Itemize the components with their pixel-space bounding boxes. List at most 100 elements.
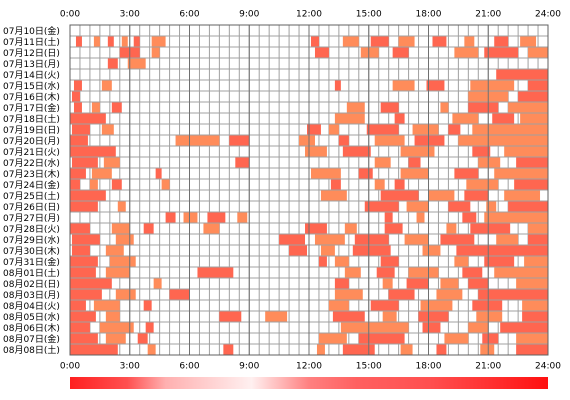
activity-span — [472, 146, 491, 157]
activity-span — [478, 289, 548, 300]
row-label: 07月14日(火) — [3, 70, 60, 81]
row-label: 07月29日(水) — [3, 234, 60, 246]
row-label: 08月02日(日) — [3, 279, 60, 290]
activity-span — [400, 168, 429, 179]
activity-span — [145, 322, 154, 333]
activity-span — [70, 311, 96, 322]
activity-span — [494, 168, 548, 179]
activity-span — [412, 124, 439, 135]
row-label: 08月01日(土) — [3, 267, 60, 279]
activity-span — [71, 91, 80, 102]
row-label: 07月20日(月) — [3, 136, 60, 147]
activity-span — [520, 113, 548, 124]
activity-span — [105, 311, 120, 322]
activity-span — [382, 278, 393, 289]
activity-span — [454, 47, 479, 58]
activity-span — [484, 256, 515, 267]
activity-span — [360, 47, 379, 58]
row-label: 07月25日(土) — [3, 190, 60, 202]
activity-span — [370, 300, 399, 311]
row-label: 08月07日(金) — [3, 333, 60, 345]
activity-span — [448, 124, 461, 135]
activity-span — [496, 69, 548, 80]
activity-span — [344, 267, 361, 278]
activity-span — [105, 333, 126, 344]
activity-span — [494, 36, 509, 47]
x-tick-label-top: 24:00 — [535, 10, 561, 20]
activity-span — [133, 36, 140, 47]
plot-border — [69, 24, 549, 356]
activity-span — [299, 135, 315, 146]
activity-span — [392, 47, 409, 58]
activity-span — [504, 146, 548, 157]
activity-span — [89, 179, 98, 190]
activity-span — [320, 190, 347, 201]
activity-span — [400, 146, 435, 157]
activity-span — [70, 146, 116, 157]
row-label: 07月19日(日) — [3, 125, 60, 136]
activity-span — [364, 201, 399, 212]
row-label: 07月16日(木) — [3, 91, 60, 103]
activity-span — [73, 102, 82, 113]
activity-span — [175, 135, 220, 146]
activity-span — [70, 278, 112, 289]
row-label: 08月04日(火) — [3, 301, 60, 312]
activity-span — [358, 333, 405, 344]
activity-span — [408, 157, 421, 168]
activity-span — [518, 91, 548, 102]
activity-span — [334, 113, 365, 124]
activity-span — [370, 36, 389, 47]
activity-span — [265, 311, 288, 322]
activity-span — [496, 234, 519, 245]
row-label: 07月11日(土) — [3, 36, 60, 48]
activity-span — [468, 322, 489, 333]
activity-span — [338, 135, 349, 146]
activity-span — [70, 113, 106, 124]
activity-span — [318, 256, 327, 267]
activity-span — [454, 168, 479, 179]
x-tick-label-bottom: 15:00 — [356, 362, 382, 372]
activity-span — [400, 344, 413, 355]
x-tick-label-top: 9:00 — [239, 10, 259, 20]
activity-span — [70, 135, 88, 146]
activity-span — [516, 344, 548, 355]
activity-span — [334, 256, 349, 267]
activity-span — [464, 36, 475, 47]
activity-span — [464, 190, 489, 201]
activity-span — [480, 344, 495, 355]
activity-span — [376, 267, 395, 278]
activity-span — [516, 157, 548, 168]
activity-span — [528, 80, 548, 91]
row-label: 07月13日(月) — [3, 59, 60, 70]
activity-span — [528, 47, 548, 58]
activity-span — [105, 245, 124, 256]
activity-span — [398, 36, 415, 47]
activity-span — [219, 311, 242, 322]
activity-span — [314, 47, 329, 58]
activity-span — [328, 300, 349, 311]
activity-span — [109, 256, 136, 267]
activity-span — [384, 223, 403, 234]
activity-span — [71, 124, 90, 135]
activity-span — [440, 102, 449, 113]
activity-span — [520, 36, 537, 47]
activity-span — [492, 113, 515, 124]
activity-span — [320, 245, 335, 256]
activity-span — [418, 311, 449, 322]
activity-span — [143, 223, 154, 234]
x-tick-label-top: 21:00 — [475, 10, 501, 20]
row-label: 07月18日(土) — [3, 113, 60, 125]
row-label: 07月17日(金) — [3, 102, 60, 114]
activity-span — [137, 333, 148, 344]
activity-span — [354, 234, 389, 245]
activity-span — [380, 190, 419, 201]
activity-span — [151, 36, 166, 47]
activity-span — [71, 245, 90, 256]
activity-span — [93, 300, 120, 311]
activity-span — [99, 322, 134, 333]
activity-span — [121, 36, 128, 47]
activity-span — [342, 344, 375, 355]
activity-span — [237, 212, 248, 223]
activity-span — [305, 146, 327, 157]
